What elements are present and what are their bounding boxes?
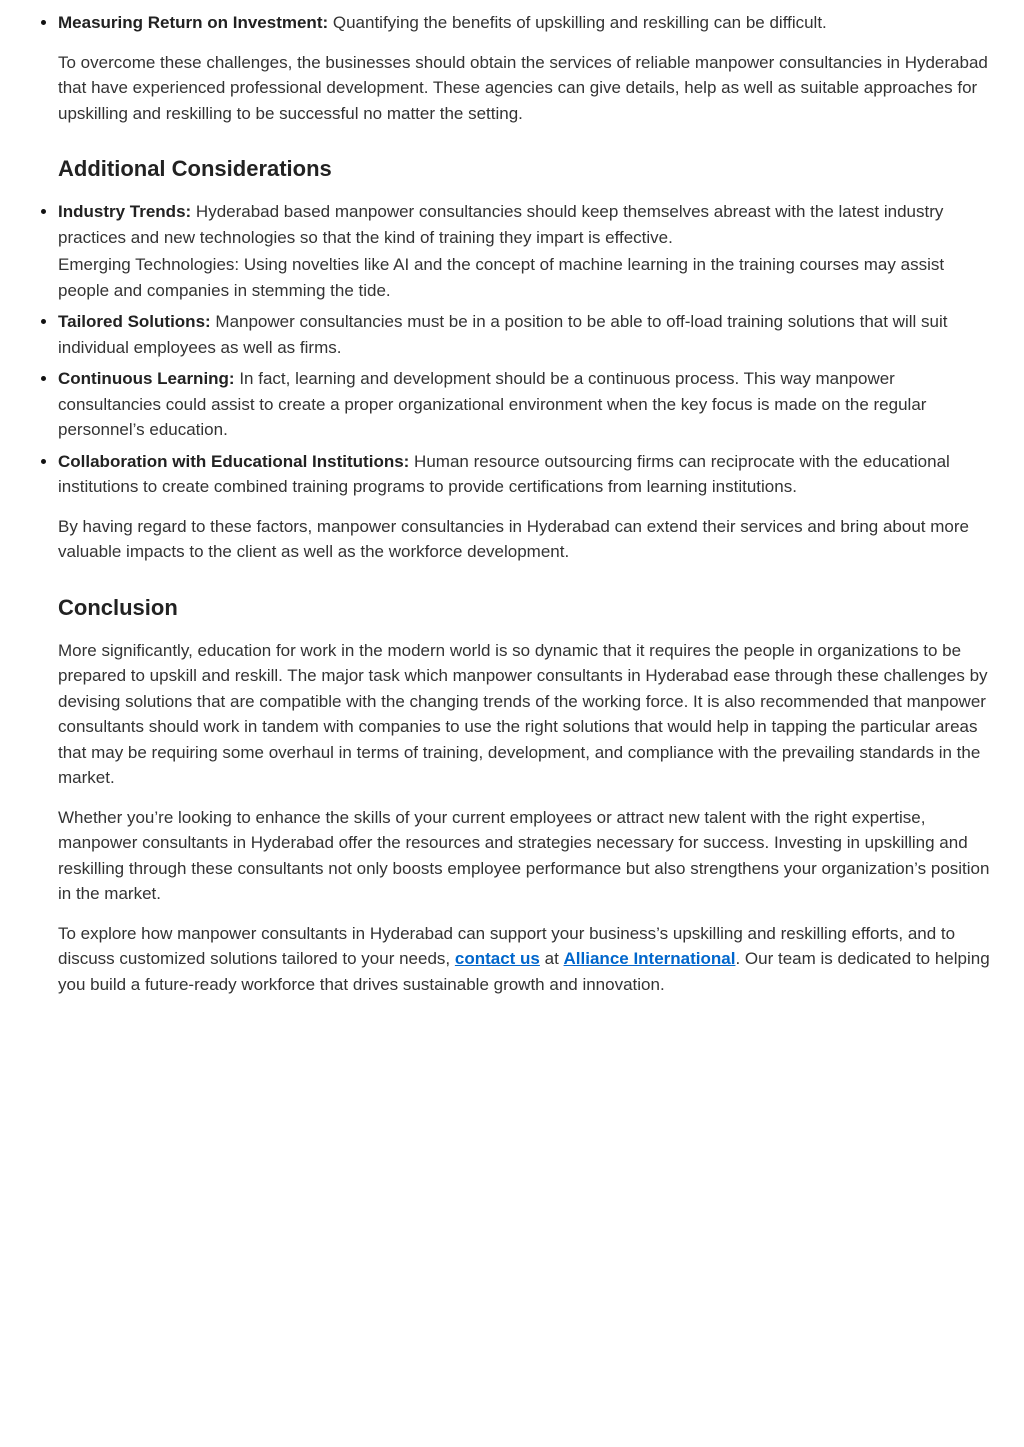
bullet-extra: Emerging Technologies: Using novelties l… — [58, 252, 994, 303]
bullet-label: Measuring Return on Investment: — [58, 13, 328, 32]
paragraph: More significantly, education for work i… — [58, 638, 994, 791]
bullet-label: Tailored Solutions: — [58, 312, 211, 331]
bullet-label: Industry Trends: — [58, 202, 191, 221]
section-heading-conclusion: Conclusion — [58, 591, 994, 624]
section-heading-additional: Additional Considerations — [58, 152, 994, 185]
document-page: Measuring Return on Investment: Quantify… — [0, 0, 1024, 1033]
contact-us-link[interactable]: contact us — [455, 949, 540, 968]
list-item: Tailored Solutions: Manpower consultanci… — [58, 309, 994, 360]
bullet-text: Hyderabad based manpower consultancies s… — [58, 202, 943, 247]
bullet-label: Collaboration with Educational Instituti… — [58, 452, 409, 471]
list-item: Collaboration with Educational Instituti… — [58, 449, 994, 998]
bullet-text: Quantifying the benefits of upskilling a… — [328, 13, 827, 32]
bullet-label: Continuous Learning: — [58, 369, 235, 388]
paragraph: To overcome these challenges, the busine… — [58, 50, 994, 127]
list-item: Industry Trends: Hyderabad based manpowe… — [58, 199, 994, 303]
text-run: at — [540, 949, 564, 968]
alliance-international-link[interactable]: Alliance International — [564, 949, 736, 968]
paragraph: Whether you’re looking to enhance the sk… — [58, 805, 994, 907]
list-item: Continuous Learning: In fact, learning a… — [58, 366, 994, 443]
paragraph: By having regard to these factors, manpo… — [58, 514, 994, 565]
paragraph-with-links: To explore how manpower consultants in H… — [58, 921, 994, 998]
top-bullet-list: Measuring Return on Investment: Quantify… — [30, 10, 994, 997]
list-item: Measuring Return on Investment: Quantify… — [58, 10, 994, 185]
